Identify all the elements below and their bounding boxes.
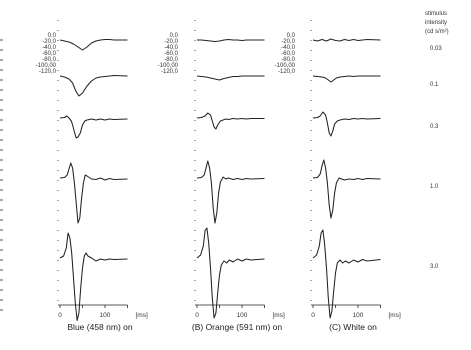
y-tick-label: -100,00 xyxy=(36,63,57,69)
panel-caption: (C) White on xyxy=(329,322,377,332)
erg-trace-0-4 xyxy=(59,232,128,322)
erg-trace-1-2 xyxy=(196,112,265,130)
stimulus-level: 1.0 xyxy=(430,184,439,190)
erg-trace-1-3 xyxy=(196,160,265,224)
x-axis-unit: [ms] xyxy=(136,312,148,319)
erg-trace-0-2 xyxy=(59,115,128,139)
stimulus-level: 0.03 xyxy=(430,46,442,52)
erg-trace-1-1 xyxy=(196,75,265,81)
x-tick-label: 0 xyxy=(311,312,315,319)
x-tick-label: 100 xyxy=(353,312,364,319)
y-tick-label: 0,0 xyxy=(48,33,57,39)
y-tick-label: 0,0 xyxy=(170,33,179,39)
erg-trace-0-0 xyxy=(59,38,128,51)
stimulus-header: stimulus xyxy=(425,11,447,17)
erg-trace-2-2 xyxy=(312,111,381,137)
y-tick-label: -40,0 xyxy=(42,45,56,51)
y-tick-label: -80,0 xyxy=(281,57,295,63)
x-axis-unit: [ms] xyxy=(273,312,285,319)
y-tick-label: -60,0 xyxy=(164,51,178,57)
erg-trace-1-0 xyxy=(197,38,265,43)
x-tick-label: 100 xyxy=(237,312,248,319)
y-tick-label: -20,0 xyxy=(281,39,295,45)
stimulus-header: intensity xyxy=(425,20,447,26)
stimulus-level: 3.0 xyxy=(430,264,439,270)
erg-trace-0-1 xyxy=(59,74,128,97)
stimulus-level: 0.1 xyxy=(430,82,439,88)
y-tick-label: -100,00 xyxy=(158,63,179,69)
x-tick-label: 100 xyxy=(100,312,111,319)
panel-caption: Blue (458 nm) on xyxy=(67,322,132,332)
y-tick-label: -20,0 xyxy=(42,39,56,45)
y-tick-label: -100,00 xyxy=(275,63,296,69)
stimulus-level: 0.3 xyxy=(430,124,439,130)
x-axis-unit: [ms] xyxy=(389,312,401,319)
stimulus-header: (cd s/m²) xyxy=(425,29,449,35)
erg-trace-2-0 xyxy=(312,38,381,42)
y-tick-label: -60,0 xyxy=(281,51,295,57)
y-tick-label: -20,0 xyxy=(164,39,178,45)
y-tick-label: 0,0 xyxy=(287,33,296,39)
y-tick-label: -120,0 xyxy=(161,69,179,75)
y-tick-label: -60,0 xyxy=(42,51,56,57)
erg-trace-1-4 xyxy=(196,227,265,319)
panel-caption: (B) Orange (591 nm) on xyxy=(192,322,283,332)
erg-trace-2-4 xyxy=(312,229,381,319)
erg-trace-0-3 xyxy=(59,162,128,224)
y-tick-label: -40,0 xyxy=(281,45,295,51)
y-tick-label: -80,0 xyxy=(42,57,56,63)
y-tick-label: -120,0 xyxy=(278,69,296,75)
erg-trace-2-1 xyxy=(312,75,381,83)
y-tick-label: -40,0 xyxy=(164,45,178,51)
y-tick-label: -80,0 xyxy=(164,57,178,63)
y-tick-label: -120,0 xyxy=(39,69,57,75)
x-tick-label: 0 xyxy=(195,312,199,319)
erg-trace-2-3 xyxy=(312,159,381,219)
x-tick-label: 0 xyxy=(58,312,62,319)
